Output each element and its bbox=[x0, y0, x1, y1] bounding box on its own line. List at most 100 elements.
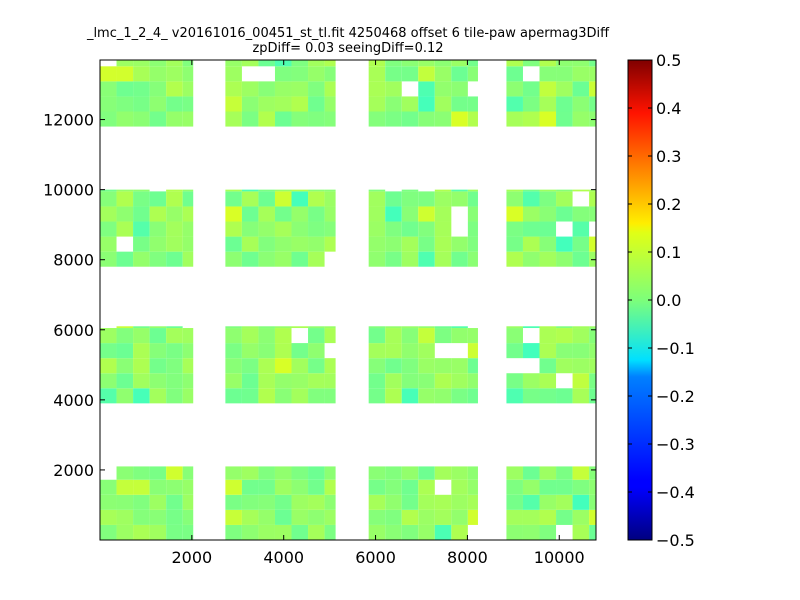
heatmap-cell bbox=[556, 328, 573, 344]
heatmap-cell bbox=[258, 479, 275, 495]
heatmap-cell bbox=[182, 96, 194, 112]
heatmap-cell bbox=[467, 236, 478, 252]
heatmap-cell bbox=[274, 479, 292, 495]
heatmap-cell bbox=[100, 251, 117, 267]
heatmap-cell bbox=[100, 111, 117, 127]
heatmap-cell bbox=[572, 221, 590, 237]
heatmap-cell bbox=[539, 328, 557, 344]
heatmap-cell bbox=[274, 111, 292, 127]
heatmap-cell bbox=[385, 206, 402, 222]
heatmap-cell bbox=[539, 358, 557, 374]
heatmap-cell bbox=[556, 191, 573, 207]
heatmap-cell bbox=[434, 111, 452, 127]
heatmap-cell bbox=[182, 388, 194, 404]
heatmap-cell bbox=[434, 81, 452, 97]
heatmap-cell bbox=[368, 96, 386, 112]
heatmap-cell bbox=[149, 509, 167, 525]
heatmap-cell bbox=[451, 494, 468, 510]
heatmap-cell bbox=[182, 191, 194, 207]
x-axis: 2000 4000 6000 8000 10000 bbox=[171, 60, 585, 567]
heatmap-cell bbox=[385, 111, 402, 127]
heatmap-cell bbox=[241, 236, 259, 252]
heatmap-cell bbox=[522, 96, 540, 112]
heatmap-cell bbox=[385, 66, 402, 82]
heatmap-cell bbox=[506, 236, 523, 252]
heatmap-cell bbox=[225, 358, 242, 374]
heatmap-cell bbox=[385, 81, 402, 97]
heatmap-cell bbox=[133, 81, 150, 97]
heatmap-cell bbox=[324, 96, 336, 112]
heatmap-cell bbox=[116, 509, 134, 525]
heatmap-cell bbox=[368, 328, 386, 344]
heatmap-cell bbox=[467, 96, 478, 112]
heatmap-cell bbox=[522, 524, 540, 540]
heatmap-cell bbox=[291, 66, 309, 82]
heatmap-cell bbox=[241, 189, 259, 192]
heatmap-cell bbox=[241, 251, 259, 267]
heatmap-cell bbox=[324, 494, 336, 510]
heatmap-cell bbox=[418, 206, 435, 222]
heatmap-cell bbox=[274, 388, 292, 404]
heatmap-cell bbox=[274, 191, 292, 207]
heatmap-cell bbox=[506, 326, 523, 329]
heatmap-cell bbox=[308, 111, 325, 127]
heatmap-cell bbox=[149, 358, 167, 374]
heatmap-cell bbox=[291, 373, 309, 389]
heatmap-cell bbox=[166, 466, 183, 480]
heatmap-cell bbox=[100, 494, 117, 510]
heatmap-cell bbox=[506, 60, 523, 67]
colorbar-tick-label: −0.4 bbox=[656, 483, 695, 502]
heatmap-cell bbox=[225, 373, 242, 389]
heatmap-cell bbox=[368, 206, 386, 222]
colorbar-tick-label: 0.0 bbox=[656, 291, 681, 310]
heatmap-cell bbox=[308, 189, 325, 192]
heatmap-cell bbox=[451, 479, 468, 495]
heatmap-cell bbox=[522, 509, 540, 525]
heatmap-cell bbox=[133, 388, 150, 404]
heatmap-cell bbox=[258, 466, 275, 480]
heatmap-cell bbox=[133, 251, 150, 267]
heatmap-cell bbox=[368, 326, 386, 329]
heatmap-cell bbox=[572, 466, 590, 480]
heatmap-cell bbox=[572, 328, 590, 344]
heatmap-cell bbox=[308, 66, 325, 82]
heatmap-cell bbox=[368, 466, 386, 480]
heatmap-cell bbox=[182, 251, 194, 267]
heatmap-cell bbox=[434, 328, 452, 344]
heatmap-cell bbox=[182, 479, 194, 495]
heatmap-cell bbox=[434, 221, 452, 237]
heatmap-cell bbox=[133, 373, 150, 389]
heatmap-cell bbox=[274, 221, 292, 237]
heatmap-cell bbox=[100, 373, 117, 389]
heatmap-cell bbox=[225, 524, 242, 540]
heatmap-cell bbox=[133, 343, 150, 359]
heatmap-cell bbox=[506, 494, 523, 510]
heatmap-cell bbox=[116, 388, 134, 404]
heatmap-cell bbox=[149, 328, 167, 344]
heatmap-cell bbox=[385, 524, 402, 540]
heatmap-cell bbox=[418, 358, 435, 374]
heatmap-cell bbox=[133, 221, 150, 237]
heatmap-cell bbox=[467, 494, 478, 510]
heatmap-cell bbox=[324, 509, 336, 525]
heatmap-cell bbox=[324, 358, 336, 374]
heatmap-cell bbox=[385, 479, 402, 495]
heatmap-cell bbox=[291, 251, 309, 267]
heatmap-cell bbox=[506, 251, 523, 267]
heatmap-cells bbox=[100, 60, 596, 540]
heatmap-cell bbox=[368, 373, 386, 389]
heatmap-cell bbox=[166, 373, 183, 389]
heatmap-cell bbox=[418, 509, 435, 525]
heatmap-cell bbox=[225, 191, 242, 207]
heatmap-cell bbox=[241, 221, 259, 237]
heatmap-cell bbox=[385, 328, 402, 344]
heatmap-cell bbox=[291, 206, 309, 222]
heatmap-cell bbox=[418, 373, 435, 389]
heatmap-cell bbox=[308, 479, 325, 495]
heatmap-cell bbox=[308, 221, 325, 237]
heatmap-cell bbox=[539, 60, 557, 67]
heatmap-cell bbox=[451, 358, 468, 374]
heatmap-cell bbox=[182, 373, 194, 389]
heatmap-cell bbox=[506, 328, 523, 344]
